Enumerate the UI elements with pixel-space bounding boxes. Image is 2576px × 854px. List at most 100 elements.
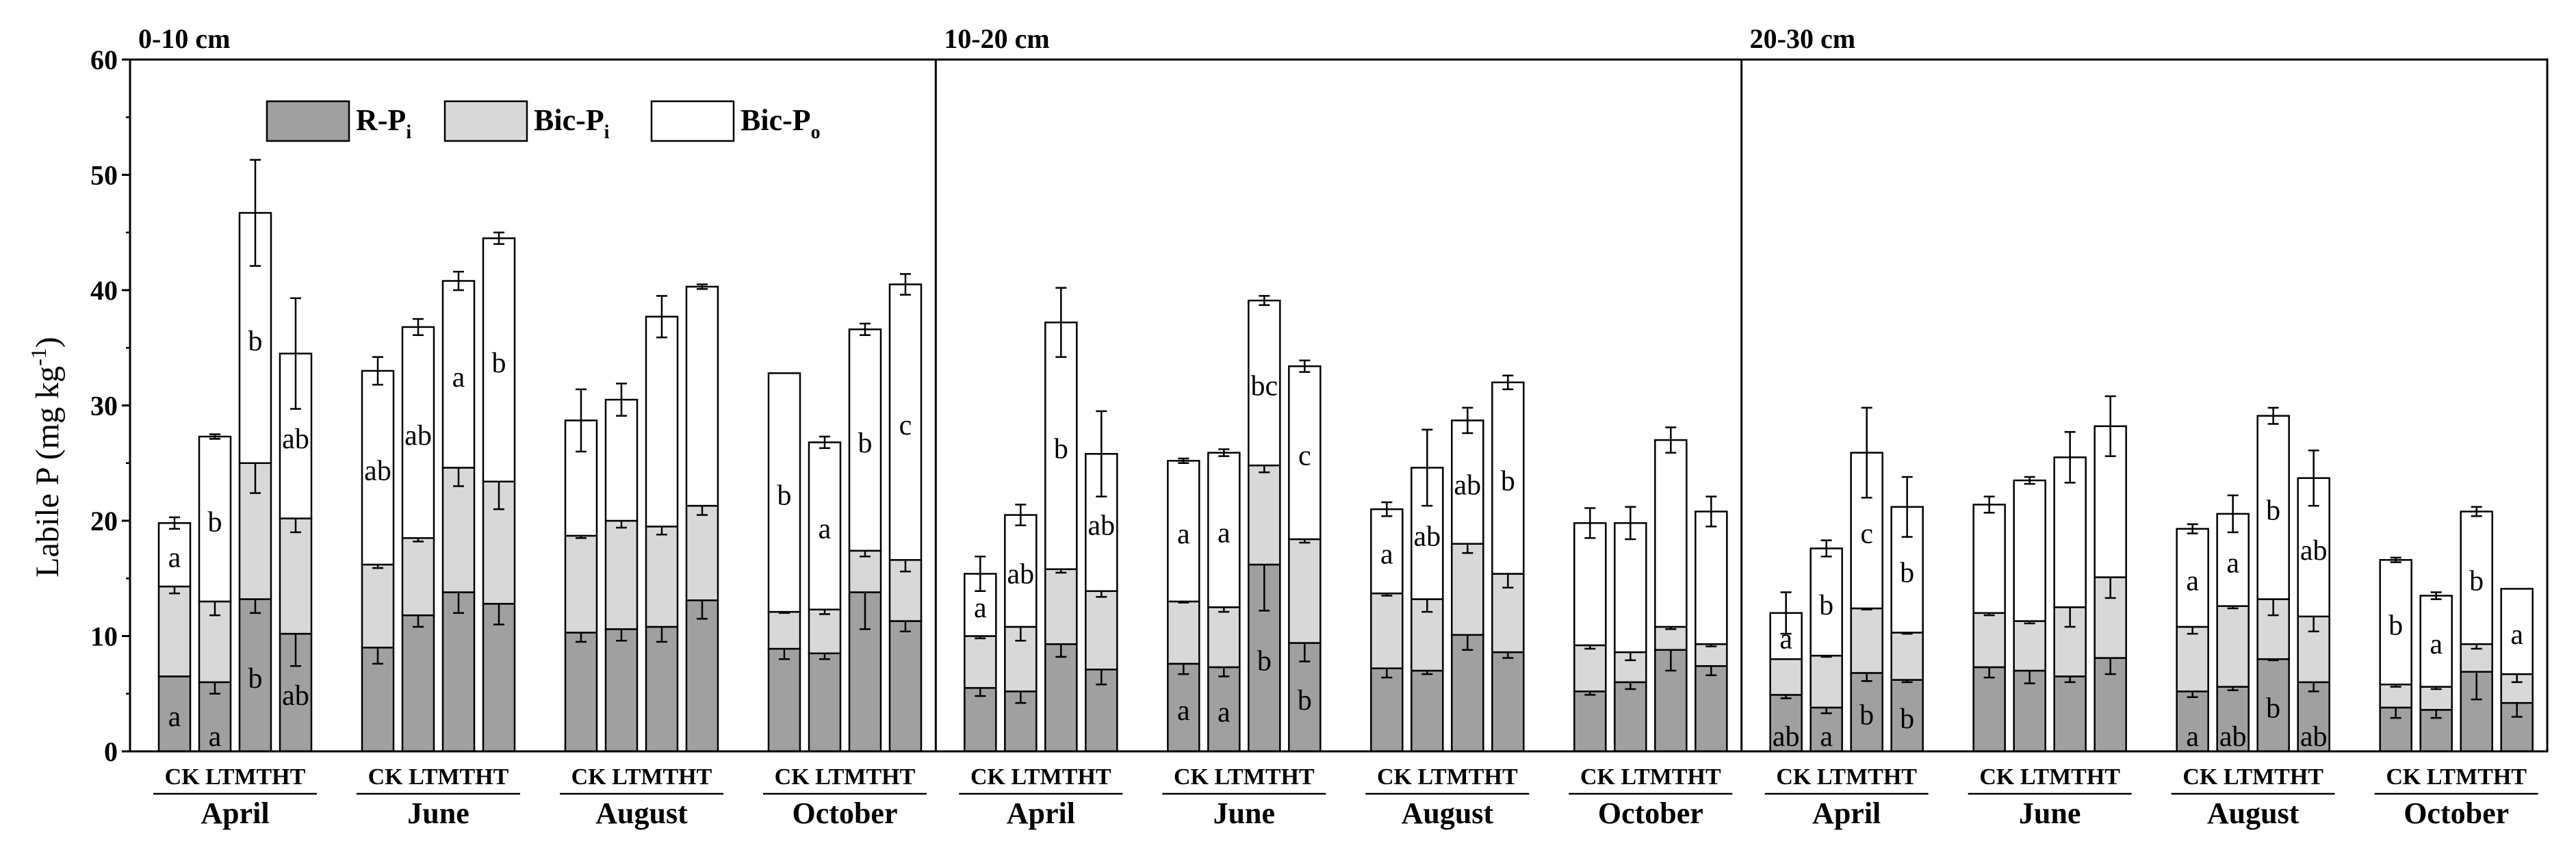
bar-bico-p1-m2-t2 xyxy=(1451,419,1484,545)
bar-rpi-p0-m2-t2 xyxy=(645,625,679,753)
bar-bico-p0-m2-t1 xyxy=(604,398,639,522)
sig-letter-bico: a xyxy=(452,362,465,393)
bar-bico-p0-m1-t1 xyxy=(401,326,435,539)
y-axis-label-close: ) xyxy=(29,337,66,348)
bar-rpi-p1-m0-t2 xyxy=(1044,643,1078,753)
bar-rpi-p1-m1-t1 xyxy=(1207,666,1241,753)
bar-bici-p2-m2-t1 xyxy=(2216,605,2250,688)
bar-rpi-p1-m2-t3 xyxy=(1491,651,1525,753)
bar-rpi-p2-m2-t3 xyxy=(2297,681,2330,753)
sig-letter-bico: ab xyxy=(1454,470,1482,502)
legend-swatch-rpi xyxy=(266,100,350,142)
sig-letter-bico: a xyxy=(2226,547,2239,579)
y-tick-label: 10 xyxy=(90,621,118,652)
sig-letter-bico: a xyxy=(1218,517,1231,549)
bar-bico-p1-m1-t0 xyxy=(1167,460,1200,603)
bar-bici-p2-m0-t3 xyxy=(1890,632,1924,681)
bar-rpi-p1-m3-t1 xyxy=(1614,681,1647,753)
sig-letter-rpi: ab xyxy=(1773,721,1800,753)
bar-rpi-p2-m0-t1 xyxy=(1809,706,1843,753)
legend: R-Pi Bic-Pi Bic-Po xyxy=(266,100,821,143)
sig-letter-bico: ab xyxy=(364,455,391,487)
sig-letter-bico: b xyxy=(1501,466,1515,497)
sig-letter-rpi: a xyxy=(1218,697,1231,728)
sig-letter-bico: c xyxy=(899,410,912,441)
bar-rpi-p2-m2-t2 xyxy=(2256,658,2290,753)
bar-rpi-p0-m1-t3 xyxy=(482,603,516,753)
bar-bici-p2-m0-t1 xyxy=(1809,654,1843,709)
treatment-labels: CK LTMTHT xyxy=(1377,764,1518,790)
treatment-labels: CK LTMTHT xyxy=(1776,764,1917,790)
sig-letter-bico: b xyxy=(2469,565,2484,597)
sig-letter-bico: ab xyxy=(282,424,309,455)
bar-bici-p2-m1-t0 xyxy=(1972,612,2006,669)
treatment-labels: CK LTMTHT xyxy=(970,764,1111,790)
bar-rpi-p2-m1-t2 xyxy=(2053,675,2087,753)
panel-title-0: 0-10 cm xyxy=(138,23,230,54)
month-label-april: April xyxy=(1812,797,1881,830)
month-label-april: April xyxy=(201,797,269,830)
month-label-august: August xyxy=(1402,797,1494,830)
bar-bici-p0-m2-t2 xyxy=(645,526,679,628)
bar-bico-p1-m2-t0 xyxy=(1370,508,1404,595)
sig-letter-rpi: a xyxy=(1177,695,1190,727)
sig-letter-bico: a xyxy=(2510,619,2523,651)
treatment-labels: CK LTMTHT xyxy=(1174,764,1315,790)
bar-rpi-p1-m3-t0 xyxy=(1573,690,1607,753)
treatment-labels: CK LTMTHT xyxy=(775,764,916,790)
bar-rpi-p2-m2-t1 xyxy=(2216,686,2250,753)
bar-bici-p2-m0-t0 xyxy=(1769,658,1803,696)
sig-letter-bico: a xyxy=(1177,519,1190,550)
bar-bico-p2-m1-t1 xyxy=(2013,479,2046,622)
bar-rpi-p0-m1-t0 xyxy=(361,647,395,753)
bar-bico-p1-m1-t1 xyxy=(1207,452,1241,608)
bar-bico-p2-m3-t2 xyxy=(2460,510,2493,645)
sig-letter-bico: b xyxy=(208,506,222,538)
bar-bico-p1-m2-t3 xyxy=(1491,381,1525,575)
panel-titles: 0-10 cm 10-20 cm 20-30 cm xyxy=(138,23,1855,54)
sig-letter-bico: c xyxy=(1298,441,1311,472)
bar-bici-p0-m1-t0 xyxy=(361,563,395,649)
bar-bici-p1-m3-t0 xyxy=(1573,644,1607,693)
y-tick-label: 0 xyxy=(104,736,118,767)
bar-bici-p2-m3-t1 xyxy=(2419,686,2453,711)
y-tick-label: 60 xyxy=(90,44,118,75)
sig-letter-bico: ab xyxy=(2300,535,2328,567)
sig-letter-rpi: ab xyxy=(2219,721,2247,753)
treatment-labels: CK LTMTHT xyxy=(165,764,306,790)
bar-bici-p1-m2-t0 xyxy=(1370,592,1404,669)
y-tick-label: 40 xyxy=(90,275,118,306)
bar-rpi-p1-m2-t0 xyxy=(1370,667,1404,753)
bar-bico-p1-m1-t3 xyxy=(1288,365,1322,541)
legend-swatch-bico xyxy=(650,100,735,142)
sig-letter-bico: b xyxy=(1900,558,1914,589)
bar-bici-p1-m1-t0 xyxy=(1167,600,1200,665)
treatment-labels: CK LTMTHT xyxy=(368,764,509,790)
bar-bico-p2-m3-t3 xyxy=(2500,588,2534,675)
bar-bico-p1-m3-t1 xyxy=(1614,522,1647,654)
y-axis-label-sup: -1 xyxy=(26,348,51,366)
month-label-october: October xyxy=(1598,797,1703,830)
bar-bici-p1-m2-t1 xyxy=(1411,598,1444,672)
bar-bico-p0-m1-t3 xyxy=(482,237,516,482)
bar-rpi-p1-m0-t0 xyxy=(964,687,997,753)
bar-bici-p2-m1-t1 xyxy=(2013,620,2046,672)
bar-bici-p1-m1-t2 xyxy=(1248,464,1281,566)
bar-bici-p0-m2-t0 xyxy=(564,534,598,634)
bar-bici-p0-m0-t0 xyxy=(157,585,192,677)
bar-bici-p0-m2-t1 xyxy=(604,519,639,630)
bar-bici-p1-m1-t1 xyxy=(1207,606,1241,669)
panel-title-1: 10-20 cm xyxy=(944,23,1049,54)
bar-bico-p0-m3-t0 xyxy=(767,372,801,613)
bar-bico-p0-m1-t2 xyxy=(441,280,476,469)
sig-letter-rpi: b xyxy=(1257,646,1272,677)
bar-bico-p0-m3-t3 xyxy=(888,283,923,561)
y-axis-label: Labile P (mg kg xyxy=(29,366,66,578)
bar-bici-p0-m3-t1 xyxy=(808,608,842,655)
sig-letter-bico: ab xyxy=(1007,558,1035,590)
legend-label-bico: Bic-Po xyxy=(740,103,821,143)
sig-letter-rpi: b xyxy=(1298,685,1312,716)
sig-letter-bico: ab xyxy=(404,420,432,452)
